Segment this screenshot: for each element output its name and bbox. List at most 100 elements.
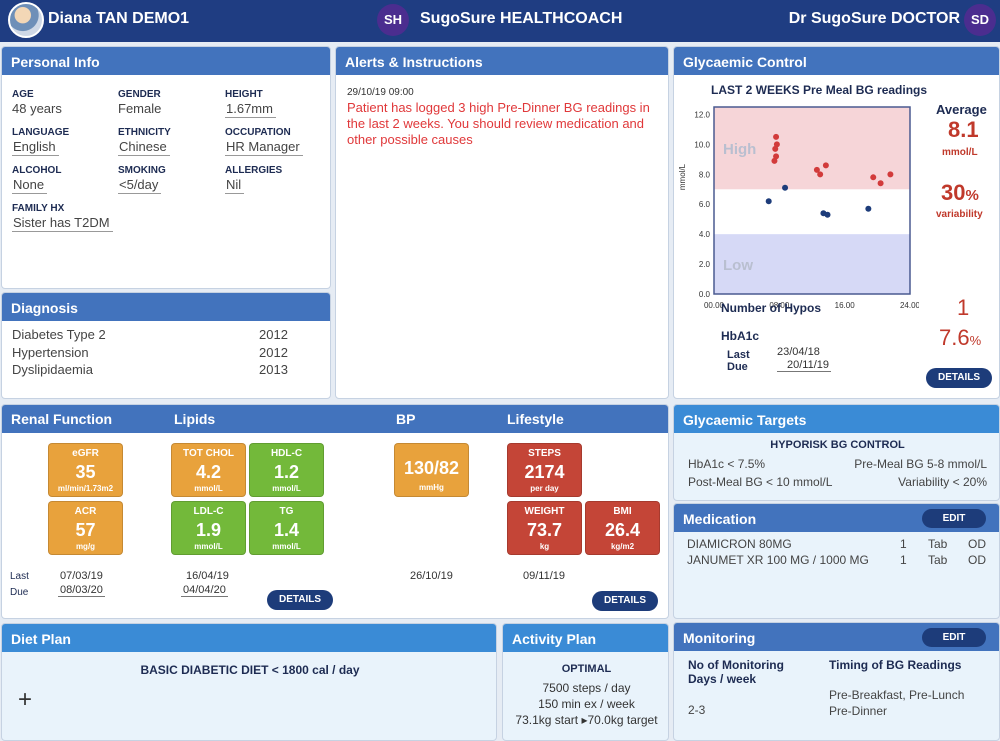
hypos-value: 1 [957, 295, 970, 320]
hdl-tile[interactable]: HDL-C 1.2 mmol/L [249, 443, 324, 497]
bg-reading-point [824, 211, 831, 218]
occupation-field[interactable]: HR Manager [225, 139, 303, 156]
acr-tile[interactable]: ACR 57 mg/g [48, 501, 123, 555]
timing-line: Pre-Breakfast, Pre-Lunch [829, 688, 965, 702]
tg-tile[interactable]: TG 1.4 mmol/L [249, 501, 324, 555]
steps-unit: per day [530, 484, 559, 493]
tg-value: 1.4 [273, 520, 300, 540]
ldl-unit: mmol/L [194, 542, 223, 551]
family-hx-label: FAMILY HX [12, 203, 65, 214]
monitoring-header: Monitoring EDIT [674, 623, 999, 651]
egfr-value: 35 [75, 462, 96, 482]
y-axis-label: mmol/L [678, 163, 687, 190]
arrow-right-icon: ▸ [581, 713, 588, 727]
alcohol-field[interactable]: None [12, 177, 48, 194]
acr-unit: mg/g [75, 542, 96, 551]
monitoring-days-label-line: No of Monitoring [688, 658, 784, 672]
diagnosis-header: Diagnosis [2, 293, 330, 321]
variability-value: 30 [941, 180, 966, 205]
activity-level: OPTIMAL [561, 663, 612, 675]
x-tick-label: 08.00 [769, 301, 790, 310]
bg-reading-point [772, 145, 779, 152]
add-diet-icon[interactable]: + [18, 686, 33, 713]
doctor-avatar-badge[interactable]: SD [964, 4, 996, 36]
bp-unit: mmHg [419, 483, 444, 492]
medication-name: JANUMET XR 100 MG / 1000 MG [687, 553, 869, 567]
monitoring-edit-button[interactable]: EDIT [922, 628, 986, 647]
lifestyle-details-button[interactable]: DETAILS [592, 591, 658, 611]
lipids-details-button[interactable]: DETAILS [267, 590, 333, 610]
acr-value: 57 [75, 520, 96, 540]
glycaemic-details-button[interactable]: DETAILS [926, 368, 992, 388]
y-tick-label: 10.0 [694, 140, 710, 149]
variability-label: variability [936, 209, 983, 220]
steps-value: 2174 [524, 462, 565, 482]
steps-tile[interactable]: STEPS 2174 per day [507, 443, 582, 497]
ethnicity-label: ETHNICITY [118, 127, 171, 138]
renal-function-title: Renal Function [11, 411, 113, 427]
bg-reading-point [773, 133, 780, 140]
bg-reading-point [813, 166, 820, 173]
plot-frame [713, 106, 911, 295]
hba1c-due-label: Due [727, 361, 748, 373]
band-low [714, 234, 910, 294]
patient-avatar[interactable] [8, 2, 44, 38]
hba1c-due-date: 20/11/19 [777, 359, 832, 372]
patient-name[interactable]: Diana TAN DEMO1 [48, 10, 190, 27]
band-label: Low [723, 257, 753, 274]
medication-frequency: OD [968, 537, 986, 551]
medication-form: Tab [928, 537, 948, 551]
medication-name: DIAMICRON 80MG [687, 537, 792, 551]
medication-edit-button[interactable]: EDIT [922, 509, 986, 528]
alerts-panel: Alerts & Instructions 29/10/19 09:00 Pat… [335, 46, 669, 399]
tg-unit: mmol/L [272, 542, 301, 551]
diagnosis-item-name: Dyslipidaemia [12, 362, 93, 377]
ldl-tile[interactable]: LDL-C 1.9 mmol/L [171, 501, 246, 555]
age-label: AGE [12, 89, 34, 100]
egfr-tile[interactable]: eGFR 35 ml/min/1.73m2 [48, 443, 123, 497]
lifestyle-title: Lifestyle [507, 411, 564, 427]
vitals-header: Renal Function Lipids BP Lifestyle [2, 405, 668, 433]
weight-value: 73.7 [526, 520, 563, 540]
glycaemic-control-panel: Glycaemic Control LAST 2 WEEKS Pre Meal … [673, 46, 1000, 399]
medication-qty: 1 [900, 537, 907, 551]
weight-start: 73.1kg start [515, 713, 579, 727]
hdl-unit: mmol/L [272, 484, 301, 493]
hba1c-display: 7.6% [939, 325, 981, 351]
x-tick-label: 24.00 [900, 301, 919, 310]
band-high [714, 107, 910, 190]
medication-panel: Medication EDIT DIAMICRON 80MG 1 Tab OD … [673, 503, 1000, 619]
lifestyle-last-date: 09/11/19 [523, 570, 566, 582]
diagnosis-item-name: Diabetes Type 2 [12, 327, 106, 342]
monitoring-days-label-line: Days / week [688, 672, 757, 686]
timing-line: Pre-Dinner [829, 704, 888, 718]
language-label: LANGUAGE [12, 127, 70, 138]
smoking-field[interactable]: <5/day [118, 177, 162, 194]
family-hx-field[interactable]: Sister has T2DM [12, 215, 113, 232]
personal-info-panel: Personal Info AGE 48 years GENDER Female… [1, 46, 331, 289]
hdl-label: HDL-C [270, 448, 303, 459]
diagnosis-item-name: Hypertension [12, 345, 89, 360]
band-label: High [723, 141, 756, 158]
medication-title: Medication [683, 511, 757, 527]
language-field[interactable]: English [12, 139, 59, 156]
personal-info-header: Personal Info [2, 47, 330, 75]
bg-scatter-chart: High Low 0.0 2.0 4.0 6.0 8.0 10.0 12.0 00.00 08.00… [678, 106, 919, 310]
weight-tile[interactable]: WEIGHT 73.7 kg [507, 501, 582, 555]
ethnicity-field[interactable]: Chinese [118, 139, 170, 156]
bg-reading-point [822, 162, 829, 169]
bp-last-date: 26/10/19 [410, 570, 453, 582]
total-cholesterol-tile[interactable]: TOT CHOL 4.2 mmol/L [171, 443, 246, 497]
y-tick-label: 2.0 [699, 260, 711, 269]
y-tick-label: 12.0 [694, 110, 710, 119]
bmi-tile[interactable]: BMI 26.4 kg/m2 [585, 501, 660, 555]
allergies-field[interactable]: Nil [225, 177, 245, 194]
coach-avatar-badge[interactable]: SH [377, 4, 409, 36]
diet-plan-header: Diet Plan [2, 624, 496, 652]
target-postmeal: Post-Meal BG < 10 mmol/L [688, 475, 833, 489]
height-field[interactable]: 1.67mm [225, 101, 276, 118]
lipids-title: Lipids [174, 411, 216, 427]
bp-tile[interactable]: 130/82 mmHg [394, 443, 469, 497]
alert-timestamp: 29/10/19 09:00 [347, 87, 414, 98]
glycaemic-targets-panel: Glycaemic Targets HYPORISK BG CONTROL Hb… [673, 404, 1000, 501]
